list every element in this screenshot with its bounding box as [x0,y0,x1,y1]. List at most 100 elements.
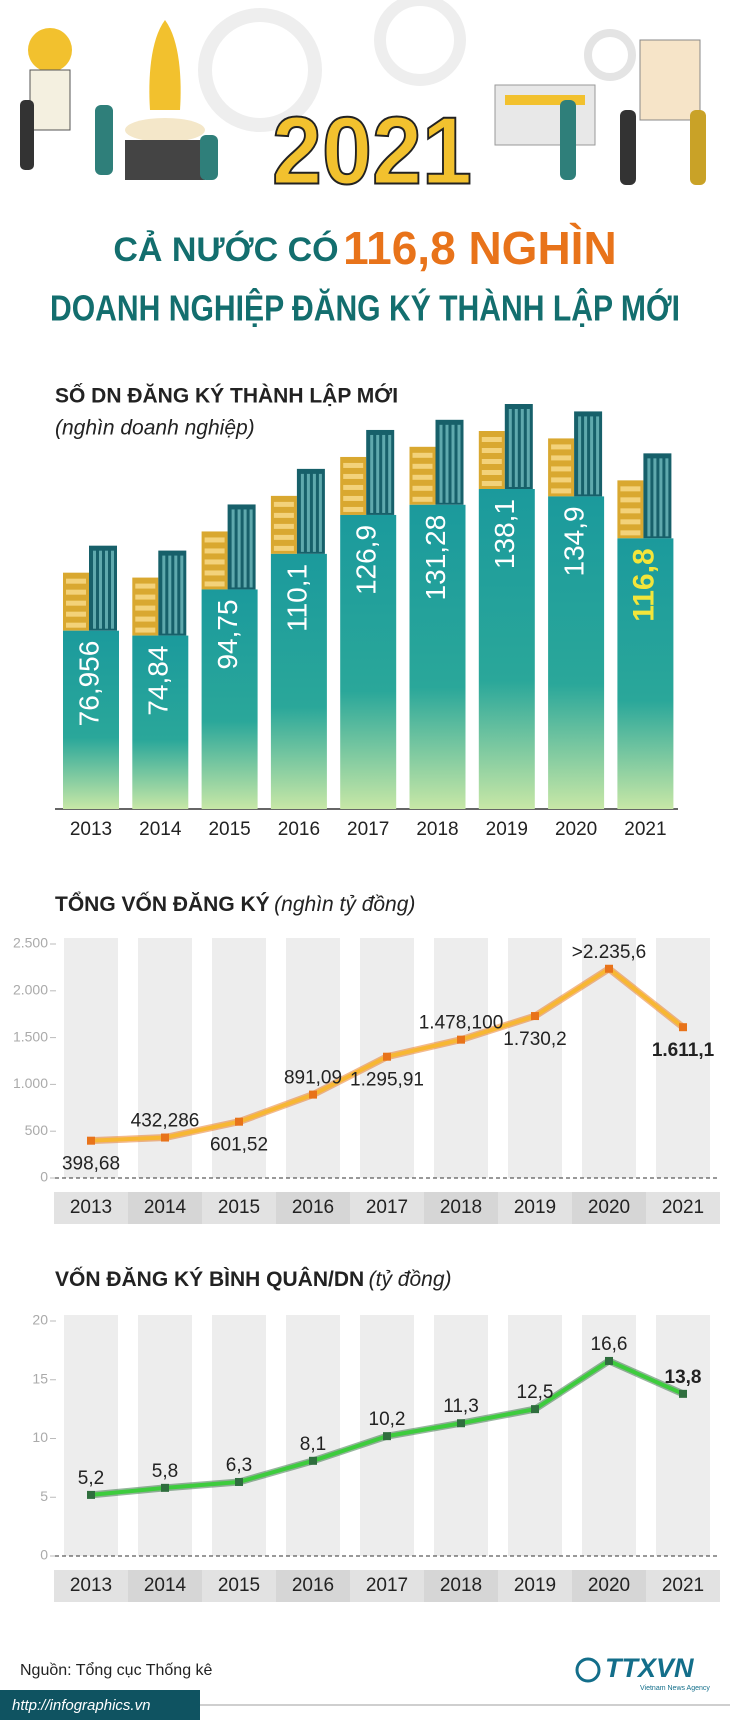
value-label: 12,5 [517,1382,554,1403]
chart-subtitle: (nghìn tỷ đồng) [274,893,415,916]
x-tick-label: 2015 [208,819,250,840]
building-window [312,473,316,552]
x-tick-label: 2014 [139,819,182,840]
building-window [584,416,588,495]
building-window [620,486,641,492]
building-window [659,458,663,537]
x-tick-label: 2015 [218,1575,260,1596]
value-label: 8,1 [300,1434,326,1455]
value-label: 5,2 [78,1468,104,1489]
year-band [276,1570,350,1602]
building-window [451,424,455,503]
marker [605,1356,613,1365]
year-band [202,1192,276,1224]
building-window [412,496,433,502]
bar [548,496,605,809]
building-window [111,550,114,629]
x-tick-label: 2014 [144,1575,187,1596]
building-window [481,470,502,475]
x-tick-label: 2021 [662,1197,704,1218]
value-label: 94,75 [212,599,243,669]
x-tick-label: 2013 [70,1197,112,1218]
building-window [445,424,449,503]
building-window [412,463,433,469]
value-label: 110,1 [281,564,312,632]
value-label: 1.730,2 [503,1029,566,1050]
value-label: 11,3 [443,1396,479,1417]
column-stripe [434,1315,488,1556]
bar [132,635,189,809]
url-band [0,1690,200,1720]
building-window [168,555,172,634]
value-label: >2.235,6 [572,942,647,963]
building-window [551,466,572,472]
url: http://infographics.vn [12,1697,150,1714]
building-window [481,437,502,442]
value-label: 10,2 [369,1409,406,1430]
x-tick-label: 2019 [486,819,528,840]
building-window [551,444,572,450]
marker [531,1405,539,1414]
building-window [620,497,641,503]
header-subtitle: DOANH NGHIỆP ĐĂNG KÝ THÀNH LẬP MỚI [50,287,680,329]
y-tick-label: 15 [32,1370,48,1386]
y-tick-label: 1.000 [13,1075,48,1091]
title-prefix: CẢ NƯỚC CÓ [113,231,338,269]
year-band [424,1192,498,1224]
value-label: 116,8 [627,548,660,621]
building-window [66,600,86,606]
year-band [128,1570,202,1602]
marker [235,1117,243,1126]
column-stripe [508,938,562,1178]
chart-title-main: VỐN ĐĂNG KÝ BÌNH QUÂN/DN [55,1267,364,1291]
building-window [273,523,294,529]
building-window [457,424,461,503]
building-window [376,434,380,513]
building-window [596,416,600,495]
column-stripe [508,1315,562,1556]
year-band [54,1570,128,1602]
marker [531,1012,539,1021]
building-window [551,488,572,494]
marker [605,964,613,973]
logo-sub: Vietnam News Agency [640,1685,710,1692]
building-window [343,506,364,512]
building-window [273,501,294,507]
year-band [350,1192,424,1224]
value-label: 1.295,91 [350,1070,424,1091]
copyright-icon [575,1657,601,1683]
building-window [306,473,310,552]
building-window [243,509,247,588]
x-tick-label: 2018 [440,1197,482,1218]
building-window [93,550,96,629]
building-window [343,495,364,501]
x-tick-label: 2021 [624,819,666,840]
building-window [237,509,241,588]
y-tick-label: 10 [32,1429,48,1445]
bar [340,514,397,809]
year-band [350,1570,424,1602]
building-window [590,416,594,495]
building-window [388,434,392,513]
value-label: 16,6 [591,1334,628,1355]
year-band [498,1570,572,1602]
value-label: 601,52 [210,1135,268,1156]
year-band [646,1192,720,1224]
building-window [135,583,156,589]
x-tick-label: 2016 [278,819,320,840]
x-tick-label: 2015 [218,1197,260,1218]
x-tick-label: 2013 [70,1575,112,1596]
logo: TTXVN [605,1653,694,1683]
y-tick-label: 1.500 [13,1028,48,1044]
building-window [343,484,364,490]
building-window [514,409,518,487]
value-label: 891,09 [284,1068,342,1089]
column-stripe [434,938,488,1178]
x-tick-label: 2017 [366,1197,408,1218]
building-window [174,555,178,634]
y-tick-label: 0 [40,1547,48,1563]
x-tick-label: 2014 [144,1197,187,1218]
bar [63,630,119,809]
building-window [370,434,374,513]
